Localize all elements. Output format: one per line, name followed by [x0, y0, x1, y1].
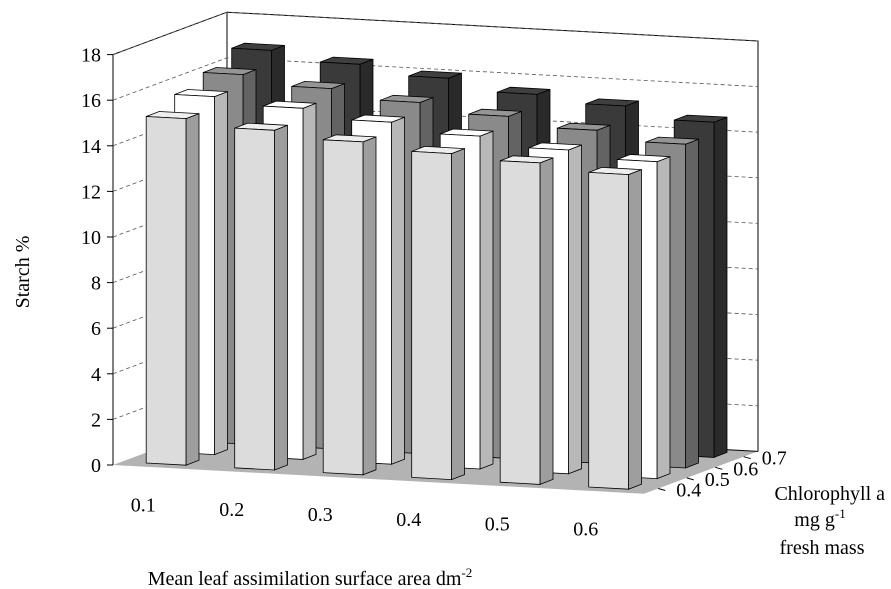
bar-side-face — [713, 116, 728, 458]
gridline — [112, 11, 759, 55]
bar-side-face — [274, 124, 288, 471]
depth-axis-title-line2-main: mg g — [794, 509, 835, 531]
depth-tick-mark — [743, 456, 751, 460]
bar-front-face — [588, 171, 629, 490]
x-tick-label: 0.2 — [219, 499, 244, 521]
depth-tick-mark — [715, 466, 723, 470]
depth-axis-title-line1: Chlorophyll a — [774, 483, 885, 505]
y-axis-title: Starch % — [12, 236, 34, 309]
bar-side-face — [628, 169, 642, 490]
y-tick-label: 16 — [81, 90, 101, 112]
gridline — [112, 57, 759, 101]
y-tick-label: 6 — [91, 318, 101, 340]
y-tick-label: 18 — [81, 45, 101, 67]
x-axis-ticks: 0.1 0.2 0.3 0.4 0.5 0.6 — [131, 494, 599, 540]
x-tick-label: 0.5 — [485, 514, 510, 536]
x-tick-label: 0.3 — [308, 504, 333, 526]
y-tick-label: 4 — [91, 364, 101, 386]
bar-side-face — [185, 113, 200, 466]
depth-axis-title-line2: mg g-1 — [794, 506, 845, 531]
bar-front-face — [322, 139, 364, 476]
depth-tick-label: 0.6 — [733, 458, 758, 480]
bar-side-face — [539, 157, 554, 485]
y-tick-label: 2 — [91, 409, 101, 431]
y-tick-label: 0 — [91, 455, 101, 477]
depth-axis-title-line2-sup: -1 — [835, 506, 846, 521]
depth-tick-mark — [658, 488, 666, 491]
bar-side-face — [479, 130, 494, 470]
depth-axis-ticks: 0.4 0.5 0.6 0.7 — [658, 448, 787, 502]
bar-side-face — [302, 102, 317, 460]
bar-front-face — [234, 127, 275, 471]
bars — [145, 42, 728, 490]
bar-side-face — [451, 148, 465, 481]
bar-side-face — [656, 156, 671, 480]
depth-axis-title-line3: fresh mass — [780, 537, 865, 559]
y-axis-ticks: 0 2 4 6 8 10 12 14 16 18 — [81, 45, 113, 477]
bar — [322, 134, 377, 476]
depth-tick-label: 0.7 — [762, 448, 787, 470]
bar-side-face — [214, 91, 228, 456]
x-tick-label: 0.6 — [573, 518, 598, 540]
depth-tick-mark — [686, 477, 694, 481]
y-tick-label: 14 — [81, 136, 101, 158]
bar — [499, 155, 554, 485]
x-axis-title-main: Mean leaf assimilation surface area dm — [148, 568, 462, 589]
x-tick-label: 0.1 — [131, 494, 156, 516]
bar-side-face — [568, 144, 582, 475]
bar — [234, 122, 288, 471]
x-tick-label: 0.4 — [396, 509, 421, 531]
y-tick-label: 10 — [81, 227, 101, 249]
bar — [411, 145, 465, 481]
bar-side-face — [362, 136, 377, 476]
y-tick-label: 12 — [81, 181, 101, 203]
bar-side-face — [685, 138, 699, 469]
bar — [145, 111, 200, 466]
bar — [588, 166, 642, 490]
bar-front-face — [499, 160, 541, 485]
depth-tick-label: 0.5 — [705, 469, 730, 491]
bar-side-face — [391, 116, 405, 465]
depth-tick-label: 0.4 — [676, 480, 701, 502]
x-axis-title-sup: -2 — [461, 565, 472, 580]
y-tick-label: 8 — [91, 273, 101, 295]
bar-front-face — [411, 150, 452, 481]
x-axis-title: Mean leaf assimilation surface area dm-2 — [148, 565, 473, 589]
bar-front-face — [145, 116, 187, 466]
